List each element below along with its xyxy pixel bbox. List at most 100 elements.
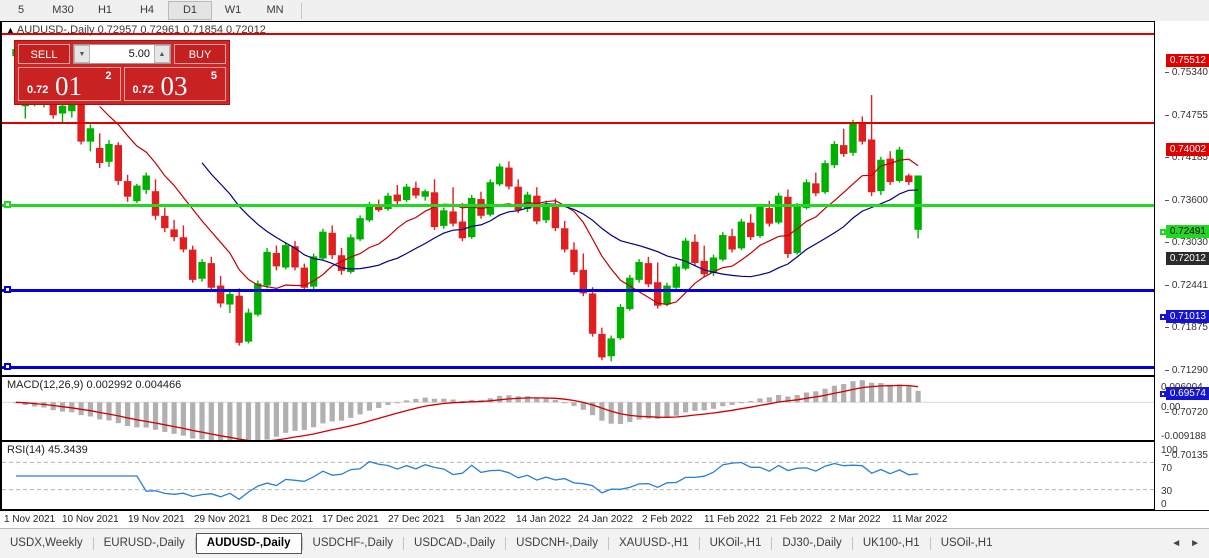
symbol-tab-uk100-h1[interactable]: UK100-,H1 — [862, 537, 920, 549]
price-tag-blue[interactable]: 0.71013 — [1159, 310, 1209, 323]
level-line-resistance-mid[interactable] — [2, 122, 1154, 124]
tab-divider — [505, 537, 507, 550]
price-tick: 0.74185 — [1164, 152, 1208, 163]
price-tick-label: 0.73030 — [1171, 237, 1208, 248]
date-axis: 1 Nov 2021 10 Nov 2021 19 Nov 2021 29 Nov 2… — [0, 510, 1209, 528]
date-axis-label: 11 Feb 2022 — [704, 514, 760, 525]
candlestick-canvas — [12, 45, 922, 362]
tab-divider — [851, 537, 853, 550]
symbol-tab-eurusd-daily[interactable]: EURUSD-,Daily — [103, 537, 185, 549]
level-line-support-mid[interactable] — [2, 286, 1154, 293]
date-axis-label: 2 Mar 2022 — [830, 514, 881, 525]
level-anchor[interactable] — [4, 363, 11, 370]
timeframe-h4[interactable]: H4 — [139, 4, 155, 16]
level-handle[interactable] — [1159, 314, 1166, 320]
timeframe-mn[interactable]: MN — [266, 4, 284, 16]
date-axis-label: 21 Feb 2022 — [766, 514, 823, 525]
tick-mark — [1164, 242, 1169, 243]
macd-scale-label: -0.009188 — [1161, 431, 1207, 442]
date-axis-label: 24 Jan 2022 — [578, 514, 634, 525]
macd-scale-label: 0.006004 — [1161, 382, 1203, 393]
buy-price-prefix: 0.72 — [132, 84, 154, 96]
level-line-support-low[interactable] — [2, 363, 1154, 370]
symbol-tab-dj30-daily[interactable]: DJ30-,Daily — [782, 537, 842, 549]
tab-divider — [929, 537, 931, 550]
macd-pane[interactable]: MACD(12,26,9) 0.002992 0.004466 — [1, 376, 1154, 441]
price-tag-label: 0.72012 — [1169, 253, 1206, 264]
level-anchor[interactable] — [4, 286, 11, 293]
tick-mark — [1164, 327, 1169, 328]
timeframe-h1[interactable]: H1 — [97, 4, 113, 16]
symbol-tab-bar: USDX,Weekly EURUSD-,Daily AUDUSD-,Daily USD… — [0, 528, 1209, 558]
price-tick: 0.75340 — [1164, 67, 1208, 78]
price-tick-label: 0.74185 — [1171, 152, 1208, 163]
price-tick: 0.71875 — [1164, 322, 1208, 333]
collapse-arrow-icon[interactable]: ▲ — [6, 25, 15, 35]
sell-price-box[interactable]: 0.72 01 2 — [18, 67, 121, 101]
price-tick-label: 0.72441 — [1171, 280, 1208, 291]
symbol-tab-usdcnh-daily[interactable]: USDCNH-,Daily — [516, 537, 598, 549]
date-axis-label: 11 Mar 2022 — [892, 514, 948, 525]
symbol-tab-usdchf-daily[interactable]: USDCHF-,Daily — [312, 537, 394, 549]
symbol-tab-usdcad-daily[interactable]: USDCAD-,Daily — [414, 537, 496, 549]
tab-scroll-right-icon[interactable]: ► — [1190, 538, 1200, 549]
level-handle[interactable] — [1159, 391, 1166, 397]
tab-divider — [771, 537, 773, 550]
price-tag-label: 0.69574 — [1169, 388, 1206, 399]
sell-button[interactable]: SELL — [18, 44, 70, 64]
rsi-label: RSI(14) 45.3439 — [7, 444, 88, 456]
symbol-ohlc-text: AUDUSD-,Daily 0.72957 0.72961 0.71854 0.… — [16, 24, 266, 36]
buy-button[interactable]: BUY — [174, 44, 226, 64]
price-tag-label: 0.71013 — [1169, 311, 1206, 322]
rsi-scale-label: 70 — [1161, 463, 1173, 474]
tick-mark — [1164, 157, 1169, 158]
price-tag-blue[interactable]: 0.69574 — [1159, 387, 1209, 400]
symbol-tab-audusd-daily[interactable]: AUDUSD-,Daily — [195, 533, 302, 554]
date-axis-label: 5 Jan 2022 — [456, 514, 506, 525]
sell-price-prefix: 0.72 — [27, 84, 49, 96]
tab-divider — [698, 537, 700, 550]
timeframe-d1[interactable]: D1 — [168, 1, 212, 20]
tick-mark — [1164, 412, 1169, 413]
symbol-tab-ukoil-h1[interactable]: UKOil-,H1 — [709, 537, 762, 549]
buy-price-box[interactable]: 0.72 03 5 — [123, 67, 226, 101]
volume-input[interactable]: ▼ 5.00 ▲ — [73, 44, 171, 64]
timeframe-m30[interactable]: M30 — [52, 4, 74, 16]
rsi-scale-label: 30 — [1161, 486, 1173, 497]
price-tag-black[interactable]: 0.72012 — [1165, 252, 1209, 265]
chart-area: ▲ AUDUSD-,Daily 0.72957 0.72961 0.71854 0… — [0, 21, 1209, 510]
date-axis-label: 17 Dec 2021 — [322, 514, 379, 525]
price-tick: 0.71290 — [1164, 365, 1208, 376]
volume-increment-button[interactable]: ▲ — [154, 45, 170, 63]
symbol-tab-usdx-weekly[interactable]: USDX,Weekly — [10, 537, 83, 549]
price-tick-label: 0.70720 — [1171, 407, 1208, 418]
date-axis-label: 1 Nov 2021 — [4, 514, 56, 525]
symbol-tab-usoil-h1[interactable]: USOil-,H1 — [940, 537, 993, 549]
timeframe-w1[interactable]: W1 — [224, 4, 242, 16]
sell-price-pips: 01 — [55, 71, 82, 101]
tab-scroll-controls: ◄ ► — [1171, 538, 1209, 549]
level-line-pivot[interactable] — [2, 201, 1154, 208]
level-anchor[interactable] — [4, 201, 11, 208]
tick-mark — [1164, 455, 1169, 456]
price-tag-red[interactable]: 0.74002 — [1165, 143, 1209, 156]
price-tag-label: 0.74002 — [1169, 144, 1206, 155]
tab-scroll-left-icon[interactable]: ◄ — [1171, 538, 1182, 549]
timeframe-5[interactable]: 5 — [17, 4, 25, 16]
price-tag-green[interactable]: 0.72491 — [1159, 225, 1209, 238]
date-axis-label: 19 Nov 2021 — [128, 514, 185, 525]
level-line-resistance-top[interactable] — [2, 33, 1154, 35]
tick-mark — [1164, 285, 1169, 286]
symbol-tab-xauusd-h1[interactable]: XAUUSD-,H1 — [618, 537, 689, 549]
price-pane[interactable]: ▲ AUDUSD-,Daily 0.72957 0.72961 0.71854 0… — [1, 21, 1154, 376]
level-handle[interactable] — [1159, 229, 1166, 235]
volume-value[interactable]: 5.00 — [128, 48, 150, 60]
chart-symbol-header: ▲ AUDUSD-,Daily 0.72957 0.72961 0.71854 0… — [6, 24, 266, 36]
price-axis[interactable]: 0.75340 0.74755 0.74185 0.73600 0.73030 0.724… — [1154, 21, 1209, 510]
price-tag-red[interactable]: 0.75512 — [1165, 54, 1209, 67]
rsi-pane[interactable]: RSI(14) 45.3439 — [1, 441, 1154, 510]
tick-mark — [1164, 72, 1169, 73]
volume-decrement-button[interactable]: ▼ — [74, 45, 90, 63]
one-click-trading-panel[interactable]: SELL ▼ 5.00 ▲ BUY 0.72 01 2 0.72 — [14, 40, 230, 105]
